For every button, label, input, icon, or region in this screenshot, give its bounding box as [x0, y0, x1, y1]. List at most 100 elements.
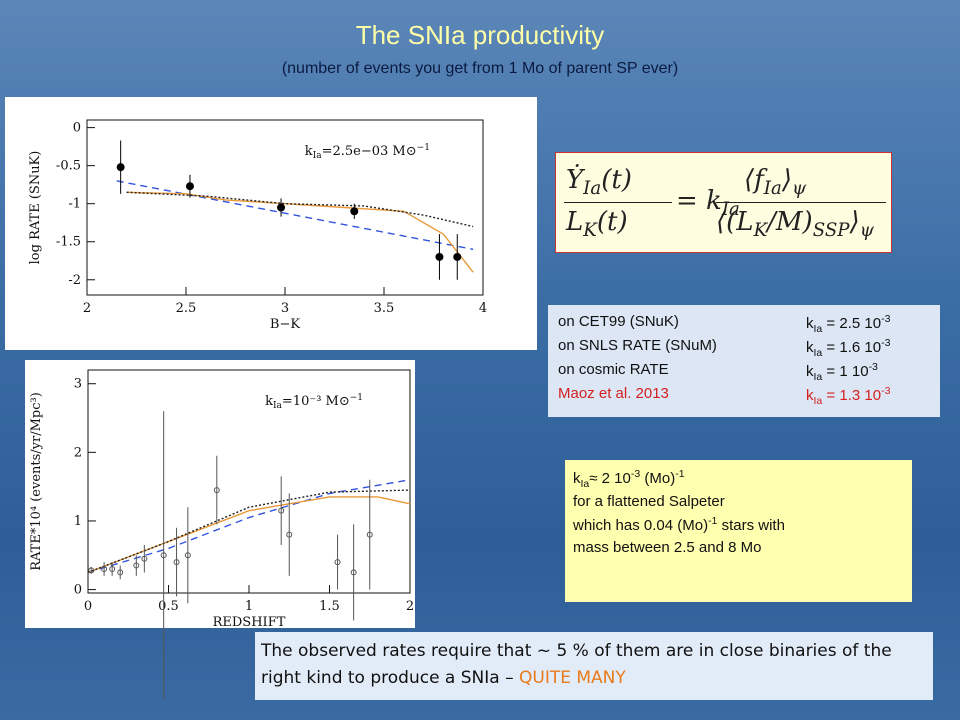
data-point	[133, 562, 140, 569]
t: Ia	[580, 478, 590, 490]
f: ⟩	[849, 207, 860, 237]
t: mass between 2.5 and 8 Mo	[573, 539, 762, 556]
t: -3	[881, 337, 891, 349]
annotation: kIa=2.5e−03 M⊙−1	[305, 143, 430, 161]
t: = 2.5 10	[822, 315, 882, 332]
t: = 1.3 10	[822, 387, 882, 404]
annotation-part: ⊙	[339, 394, 350, 409]
data-point	[366, 531, 373, 538]
t: = 1.6 10	[822, 339, 882, 356]
row-value: kIa = 1.3 10-3	[806, 385, 890, 407]
model-line	[87, 479, 411, 574]
f: (t)	[601, 165, 632, 195]
annotation-part: =10⁻³ M	[282, 394, 339, 409]
f: ψ	[791, 178, 807, 200]
x-axis-label: B−K	[270, 317, 300, 332]
t: = 1 10	[822, 363, 869, 380]
y-tick-label: -0.5	[56, 159, 81, 174]
data-point	[334, 559, 341, 566]
y-tick-label: 3	[74, 377, 82, 392]
row-value: kIa = 2.5 10-3	[806, 313, 890, 335]
x-tick-label: 0	[84, 599, 92, 614]
conclusion: The observed rates require that ~ 5 % of…	[255, 632, 933, 700]
x-tick-label: 1	[245, 599, 253, 614]
data-point	[185, 182, 194, 191]
y-tick-label: 0	[73, 121, 81, 136]
f: = k	[676, 186, 722, 216]
x-axis-label: REDSHIFT	[213, 615, 286, 630]
data-point	[278, 507, 285, 514]
row-label: on CET99 (SNuK)	[558, 313, 679, 330]
y-tick-label: -1.5	[56, 235, 81, 250]
t: ≈ 2 10	[589, 470, 631, 487]
x-tick-label: 1.5	[319, 599, 340, 614]
x-tick-label: 0.5	[158, 599, 179, 614]
data-point	[350, 207, 359, 216]
f: K	[753, 220, 768, 242]
fraction-bar	[716, 202, 886, 203]
model-line	[116, 180, 474, 251]
model-line	[87, 489, 411, 574]
data-point	[141, 555, 148, 562]
row-label: on SNLS RATE (SNuM)	[558, 337, 717, 354]
data-point	[277, 203, 286, 212]
note: kIa≈ 2 10-3 (Mo)-1 for a flattened Salpe…	[565, 460, 912, 602]
t: The observed rates require that ~ 5 % of…	[261, 641, 892, 688]
y-tick-label: 0	[74, 583, 82, 598]
y-axis-label: RATE*10⁴ (events/yr/Mpc³)	[29, 392, 44, 571]
x-tick-label: 3.5	[374, 301, 395, 316]
f: (t)	[596, 207, 628, 237]
annotation-part: =2.5e−03 M	[322, 144, 406, 159]
annotation-part: −1	[417, 143, 430, 153]
t: for a flattened Salpeter	[573, 493, 725, 510]
t: which has 0.04 (Mo)	[573, 517, 709, 534]
f: L	[566, 207, 584, 237]
f: K	[583, 220, 597, 242]
t: Ia	[813, 347, 823, 359]
calibration-table: on CET99 (SNuK) kIa = 2.5 10-3 on SNLS RAT…	[548, 305, 940, 417]
annotation-part: Ia	[273, 401, 283, 411]
t: Ia	[813, 371, 823, 383]
t: -3	[881, 313, 891, 325]
annotation-part: k	[265, 394, 273, 409]
data-point	[88, 567, 95, 574]
t: k	[573, 470, 581, 487]
f: Ia	[721, 199, 740, 221]
t: QUITE MANY	[519, 668, 626, 688]
t: k	[806, 363, 814, 380]
annotation-part: −1	[350, 393, 363, 403]
t: (Mo)	[640, 470, 676, 487]
data-point	[184, 552, 191, 559]
y-axis-label: log RATE (SNuK)	[28, 151, 43, 265]
t: -3	[881, 385, 891, 397]
f: ⟨f	[744, 165, 764, 195]
data-point	[435, 252, 444, 261]
f: ⟩	[781, 165, 792, 195]
chart-panel	[25, 360, 415, 628]
f: SSP	[812, 220, 850, 242]
t: k	[806, 315, 814, 332]
data-point	[109, 565, 116, 572]
f: ⟨(L	[716, 207, 754, 237]
y-tick-label: -2	[68, 273, 81, 288]
f: ψ	[859, 220, 874, 242]
t: stars with	[717, 517, 785, 534]
row-value: kIa = 1.6 10-3	[806, 337, 890, 359]
model-line	[126, 191, 474, 273]
t: -1	[708, 515, 718, 527]
data-point	[286, 531, 293, 538]
f: Ia	[583, 178, 602, 200]
annotation-part: Ia	[313, 151, 323, 161]
row-label: on cosmic RATE	[558, 361, 669, 378]
data-point	[117, 569, 124, 576]
title: The SNIa productivity	[355, 20, 605, 50]
x-tick-label: 2	[83, 301, 91, 316]
t: k	[806, 387, 814, 404]
y-tick-label: -1	[68, 197, 81, 212]
x-tick-label: 2.5	[176, 301, 197, 316]
row-value: kIa = 1 10-3	[806, 361, 878, 383]
subtitle: (number of events you get from 1 Mo of p…	[281, 60, 679, 77]
x-tick-label: 3	[281, 301, 289, 316]
